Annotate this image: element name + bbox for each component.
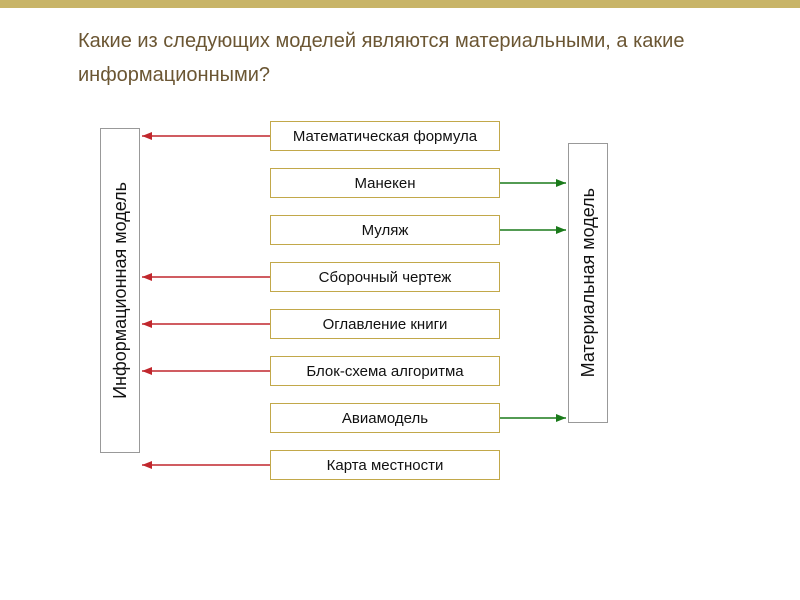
header-bar: [0, 0, 800, 8]
item-box: Манекен: [270, 168, 500, 198]
item-box: Математическая формула: [270, 121, 500, 151]
item-box: Сборочный чертеж: [270, 262, 500, 292]
right-category-box: Материальная модель: [568, 143, 608, 423]
item-box: Авиамодель: [270, 403, 500, 433]
left-category-box: Информационная модель: [100, 128, 140, 453]
page-title: Какие из следующих моделей являются мате…: [78, 24, 718, 92]
title-area: Какие из следующих моделей являются мате…: [78, 24, 718, 92]
item-box: Карта местности: [270, 450, 500, 480]
right-category-label: Материальная модель: [578, 188, 599, 377]
item-box: Оглавление книги: [270, 309, 500, 339]
left-category-label: Информационная модель: [110, 182, 131, 399]
diagram: Информационная модель Материальная модел…: [0, 118, 800, 588]
item-box: Блок-схема алгоритма: [270, 356, 500, 386]
item-box: Муляж: [270, 215, 500, 245]
